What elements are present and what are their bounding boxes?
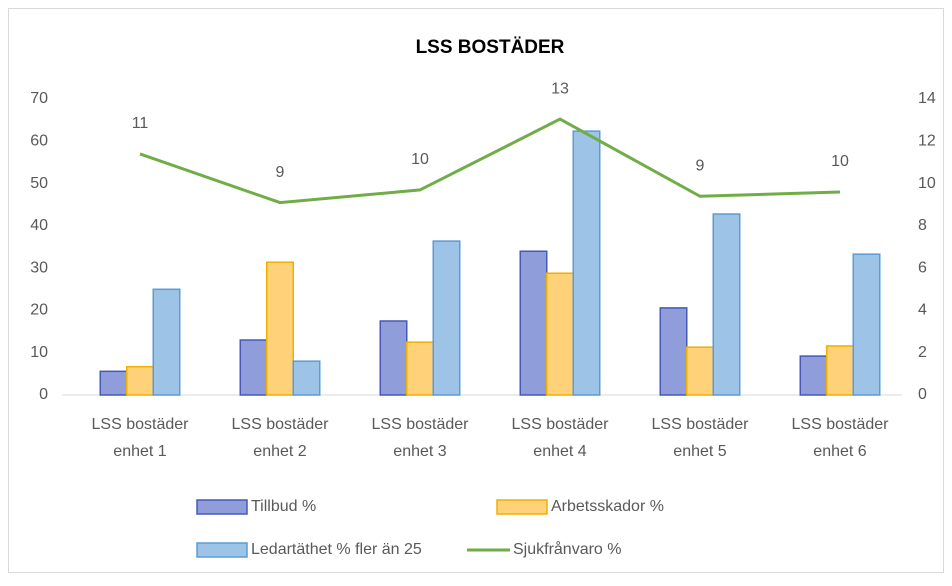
bar (712, 213, 741, 396)
y2-tick-label: 2 (918, 344, 927, 361)
bar (826, 345, 854, 396)
chart-frame (8, 8, 944, 573)
bar (266, 261, 294, 396)
y-tick-label: 70 (30, 90, 48, 107)
bar (519, 250, 548, 396)
data-label: 9 (696, 157, 705, 174)
bar (852, 253, 881, 396)
bar (379, 320, 408, 396)
y2-tick-label: 0 (918, 386, 927, 403)
legend-label: Tillbud % (251, 498, 316, 515)
bar (406, 341, 434, 396)
x-tick-label: LSS bostäder enhet 2 (232, 416, 330, 460)
chart-title: LSS BOSTÄDER (416, 37, 565, 58)
y-tick-label: 0 (39, 386, 48, 403)
y-tick-label: 10 (30, 344, 48, 361)
bar (432, 240, 461, 396)
y2-tick-label: 6 (918, 259, 927, 276)
y-tick-label: 40 (30, 217, 48, 234)
y-tick-label: 30 (30, 259, 48, 276)
bar (686, 346, 714, 396)
x-tick-label: LSS bostäder enhet 5 (652, 416, 750, 460)
bar (99, 370, 128, 396)
y2-tick-label: 4 (918, 302, 927, 319)
bar (239, 339, 268, 396)
data-label: 13 (551, 80, 569, 97)
data-label: 10 (411, 151, 429, 168)
legend-swatch (196, 542, 248, 558)
y-tick-label: 20 (30, 302, 48, 319)
y-tick-label: 50 (30, 175, 48, 192)
bar (799, 355, 828, 396)
x-tick-label: LSS bostäder enhet 1 (92, 416, 190, 460)
y-tick-label: 60 (30, 133, 48, 150)
y2-tick-label: 10 (918, 175, 936, 192)
data-label: 10 (831, 153, 849, 170)
y2-tick-label: 8 (918, 217, 927, 234)
bar (152, 288, 181, 396)
legend-label: Sjukfrånvaro % (513, 540, 622, 558)
data-label: 11 (132, 115, 149, 132)
y2-tick-label: 14 (918, 90, 936, 107)
bar (292, 360, 321, 396)
bar (659, 307, 688, 396)
x-tick-label: LSS bostäder enhet 4 (512, 416, 610, 460)
y2-tick-label: 12 (918, 133, 936, 150)
x-tick-label: LSS bostäder enhet 6 (792, 416, 890, 460)
bar (572, 130, 601, 396)
legend-swatch (496, 499, 548, 515)
data-label: 9 (276, 164, 285, 181)
x-tick-label: LSS bostäder enhet 3 (372, 416, 470, 460)
bar (546, 272, 574, 396)
line-series (139, 117, 841, 205)
legend-swatch (196, 499, 248, 515)
bar (126, 365, 154, 396)
legend-label: Ledartäthet % fler än 25 (251, 541, 422, 558)
legend-label: Arbetsskador % (551, 498, 664, 515)
